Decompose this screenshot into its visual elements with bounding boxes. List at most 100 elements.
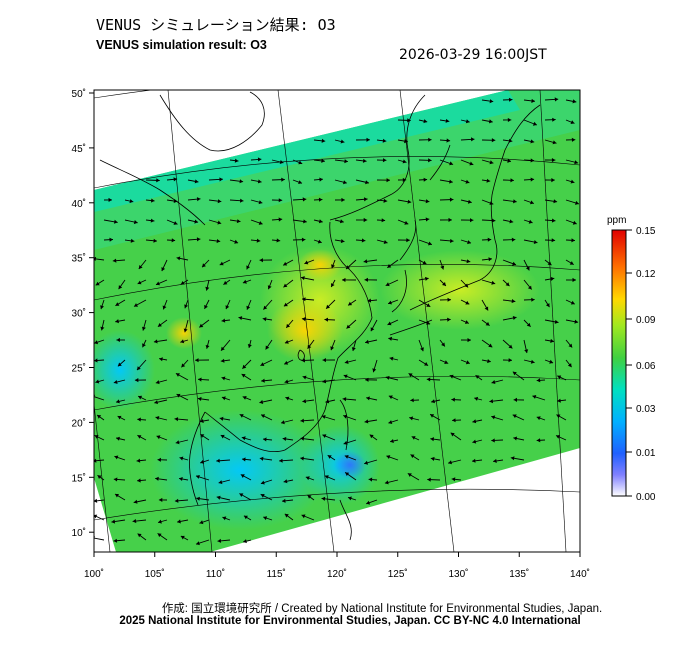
wind-arrowhead <box>512 414 517 419</box>
colorbar-tick-label: 0.00 <box>636 492 656 503</box>
wind-arrowhead <box>569 261 574 265</box>
wind-arrowhead <box>173 198 178 203</box>
wind-arrowhead <box>134 303 138 307</box>
wind-arrowhead <box>129 199 134 204</box>
wind-arrowhead <box>472 419 477 424</box>
wind-arrowhead <box>428 137 432 142</box>
wind-arrowhead <box>321 496 326 501</box>
wind-arrowhead <box>179 456 184 461</box>
wind-arrowhead <box>117 362 122 367</box>
wind-arrow <box>94 396 105 401</box>
wind-arrowhead <box>327 455 332 459</box>
wind-arrowhead <box>118 285 123 290</box>
wind-arrowhead <box>382 138 387 143</box>
wind-arrowhead <box>321 158 325 163</box>
wind-arrowhead <box>556 435 560 439</box>
ozone-low-west <box>94 330 155 410</box>
wind-arrowhead <box>345 472 350 476</box>
wind-arrowhead <box>385 282 390 287</box>
wind-arrowhead <box>533 240 538 244</box>
wind-arrowhead <box>319 177 323 182</box>
wind-arrowhead <box>525 266 530 271</box>
wind-arrowhead <box>180 281 185 285</box>
wind-arrowhead <box>257 157 262 162</box>
wind-arrowhead <box>162 305 167 310</box>
wind-arrowhead <box>95 281 100 286</box>
wind-arrowhead <box>428 241 432 246</box>
wind-arrowhead <box>554 97 559 102</box>
wind-arrowhead <box>261 414 266 418</box>
colorbar-tick-label: 0.12 <box>636 269 656 280</box>
wind-arrowhead <box>554 319 559 324</box>
wind-arrowhead <box>198 377 202 382</box>
wind-arrowhead <box>157 323 162 327</box>
wind-arrowhead <box>263 305 268 310</box>
lon-tick-label: 105˚ <box>145 568 165 580</box>
wind-arrowhead <box>367 298 372 303</box>
wind-arrowhead <box>441 342 445 347</box>
wind-arrowhead <box>281 420 285 425</box>
wind-arrowhead <box>199 323 204 328</box>
wind-arrowhead <box>307 344 312 349</box>
wind-arrowhead <box>536 416 541 421</box>
wind-arrowhead <box>115 319 119 324</box>
wind-arrowhead <box>348 496 352 501</box>
wind-arrowhead <box>425 199 430 204</box>
lon-tick-label: 135˚ <box>509 568 529 580</box>
wind-arrowhead <box>448 460 452 465</box>
wind-arrowhead <box>301 276 305 281</box>
wind-arrowhead <box>94 435 99 439</box>
wind-arrowhead <box>267 285 272 290</box>
wind-arrowhead <box>369 434 374 439</box>
wind-arrowhead <box>153 238 157 243</box>
wind-arrowhead <box>572 99 577 104</box>
wind-arrowhead <box>550 338 554 343</box>
wind-arrowhead <box>448 217 452 222</box>
wind-arrowhead <box>221 396 226 401</box>
wind-arrowhead <box>407 199 412 204</box>
wind-arrowhead <box>342 397 347 402</box>
wind-arrowhead <box>487 359 491 364</box>
wind-arrowhead <box>94 256 97 261</box>
wind-arrowhead <box>491 138 496 143</box>
wind-arrowhead <box>471 137 475 142</box>
ozone-yellow-band-japan <box>380 250 540 330</box>
ozone-hotspot-north <box>298 249 342 281</box>
wind-arrowhead <box>388 336 393 341</box>
lat-tick-label: 25˚ <box>72 363 86 375</box>
wind-arrowhead <box>133 220 138 225</box>
wind-arrowhead <box>557 375 562 380</box>
wind-arrowhead <box>550 276 555 281</box>
wind-arrowhead <box>279 458 283 463</box>
wind-arrowhead <box>155 476 159 481</box>
wind-arrowhead <box>303 219 307 224</box>
wind-arrowhead <box>489 201 494 205</box>
wind-arrowhead <box>278 217 283 222</box>
wind-arrowhead <box>240 198 244 203</box>
wind-arrowhead <box>484 306 489 311</box>
wind-arrowhead <box>202 263 206 268</box>
wind-arrowhead <box>387 321 392 326</box>
wind-arrowhead <box>218 480 223 485</box>
wind-arrowhead <box>362 158 367 163</box>
wind-arrowhead <box>527 285 532 290</box>
wind-arrowhead <box>221 318 226 323</box>
wind-arrowhead <box>324 475 329 479</box>
wind-arrowhead <box>114 455 119 460</box>
wind-arrowhead <box>381 218 386 223</box>
lon-tick-label: 115˚ <box>267 568 286 580</box>
wind-arrowhead <box>265 345 270 350</box>
wind-arrowhead <box>469 161 474 166</box>
wind-arrowhead <box>154 400 158 405</box>
wind-arrowhead <box>220 358 225 363</box>
wind-arrowhead <box>389 356 394 361</box>
wind-arrowhead <box>545 303 550 308</box>
wind-arrowhead <box>512 316 517 320</box>
wind-arrowhead <box>133 499 138 504</box>
wind-arrowhead <box>447 297 451 302</box>
wind-arrowhead <box>488 343 493 348</box>
wind-arrowhead <box>217 220 222 225</box>
wind-arrowhead <box>94 458 97 463</box>
wind-arrowhead <box>114 219 118 224</box>
wind-vectors <box>94 97 580 546</box>
